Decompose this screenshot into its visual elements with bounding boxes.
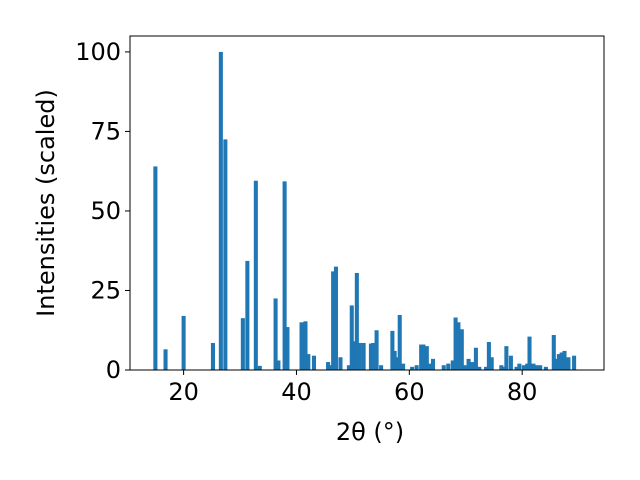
bar [311, 355, 316, 370]
bar [306, 354, 311, 370]
bar [538, 365, 543, 370]
x-tick-label: 80 [507, 378, 538, 406]
bar [473, 347, 478, 370]
y-axis: 0 25 50 75 100 [75, 38, 130, 384]
bar [401, 363, 406, 370]
bar [551, 335, 556, 370]
bar [477, 366, 482, 370]
x-axis-label: 2θ (°) [336, 418, 404, 446]
bar [338, 357, 343, 370]
bar [534, 365, 539, 370]
bar [419, 344, 424, 370]
bar [489, 357, 494, 370]
bar [430, 358, 436, 370]
bar [357, 342, 362, 370]
bar [517, 363, 522, 370]
bar [450, 360, 455, 370]
bar [446, 363, 451, 370]
bar [543, 366, 548, 370]
bar [566, 357, 571, 370]
bar [554, 358, 559, 370]
bar [486, 342, 491, 370]
bar [285, 327, 290, 370]
bar [559, 352, 564, 370]
bar [331, 271, 336, 370]
bar [397, 314, 402, 370]
bar [257, 365, 262, 370]
x-tick-label: 20 [168, 378, 199, 406]
bar [299, 322, 304, 370]
bar [502, 366, 507, 370]
bar [508, 355, 513, 370]
x-axis: 20 40 60 80 [168, 370, 537, 406]
bar [456, 322, 461, 370]
bar [354, 272, 359, 370]
bar [273, 298, 278, 370]
bar [210, 342, 215, 370]
bar [253, 180, 258, 370]
bar [562, 350, 567, 370]
y-tick-label: 25 [90, 276, 121, 304]
bar [390, 330, 395, 370]
bar [374, 330, 379, 370]
bar [276, 360, 281, 370]
x-tick-label: 40 [281, 378, 312, 406]
y-axis-label: Intensities (scaled) [32, 89, 60, 317]
bar [525, 363, 530, 370]
bar [556, 354, 561, 370]
bar [240, 318, 245, 370]
bar [328, 365, 333, 370]
bar [499, 365, 504, 370]
bar [466, 358, 471, 370]
bar [163, 349, 168, 370]
bar [453, 317, 458, 370]
bar [521, 365, 526, 370]
y-tick-label: 75 [90, 117, 121, 145]
bar [427, 363, 432, 370]
bar [352, 341, 357, 370]
bar [361, 342, 366, 370]
bar [153, 166, 158, 370]
bar [333, 266, 338, 370]
bar [527, 336, 532, 370]
bar [531, 363, 536, 370]
bar [368, 343, 373, 370]
bar [326, 362, 331, 370]
bar [421, 344, 426, 370]
plot-frame [129, 35, 605, 371]
bar [424, 346, 429, 370]
bar [349, 305, 354, 370]
x-tick-label: 60 [394, 378, 425, 406]
bar [484, 366, 489, 370]
bars-layer [153, 51, 577, 371]
bar [392, 350, 397, 370]
bar [282, 181, 287, 370]
bar [245, 260, 250, 370]
bar [223, 139, 228, 370]
bar [463, 365, 468, 370]
y-tick-label: 100 [75, 38, 121, 66]
bar [459, 329, 464, 370]
bar [346, 365, 351, 370]
y-tick-label: 0 [106, 356, 121, 384]
bar [572, 355, 577, 370]
bar [441, 365, 446, 370]
bar [379, 365, 384, 370]
bar [504, 346, 509, 370]
bar [469, 362, 474, 370]
y-tick-label: 50 [90, 197, 121, 225]
bar [414, 365, 419, 370]
bar [181, 315, 186, 370]
bar [410, 366, 415, 370]
bar [395, 357, 400, 370]
bar [303, 321, 308, 370]
bar [514, 366, 519, 370]
bar [218, 51, 223, 371]
bar [371, 342, 376, 370]
